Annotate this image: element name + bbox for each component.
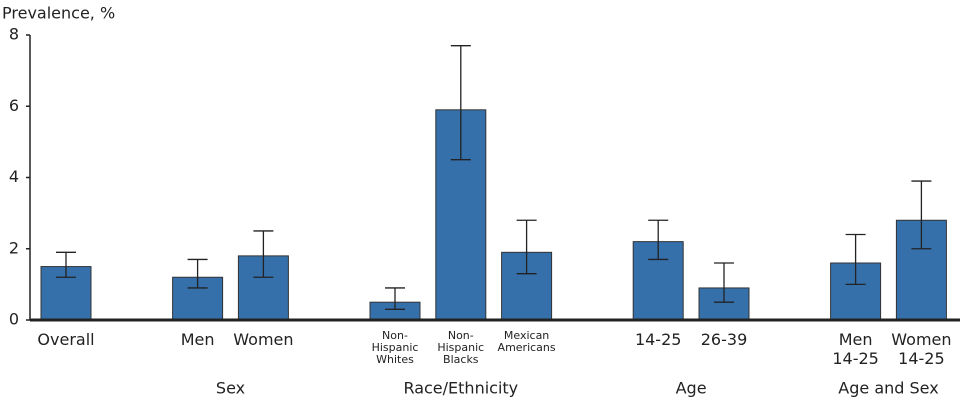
y-tick-label: 8 — [9, 25, 19, 44]
x-tick-label-line: Women — [233, 330, 293, 349]
x-tick-label-line: 14-25 — [898, 349, 945, 368]
x-tick-label-line: 14-25 — [635, 330, 682, 349]
x-tick-label: Men — [181, 330, 215, 349]
x-tick-label-line: Americans — [498, 341, 556, 354]
error-bar — [648, 219, 669, 261]
x-tick-label-line: 26-39 — [701, 330, 748, 349]
y-tick-label: 4 — [9, 167, 19, 186]
error-bar — [253, 230, 274, 278]
x-tick-label-line: 14-25 — [832, 349, 879, 368]
x-tick-label: Women — [233, 330, 293, 349]
x-tick-label: 26-39 — [701, 330, 748, 349]
x-tick-label: Mexican Americans — [498, 329, 556, 354]
x-tick-label-line: Hispanic — [372, 341, 419, 354]
x-tick-label-line: Overall — [37, 330, 94, 349]
x-tick-label-line: Blacks — [443, 353, 479, 366]
group-label: Sex — [216, 379, 245, 398]
error-bar — [450, 45, 471, 161]
group-label: Age — [676, 379, 707, 398]
bar — [435, 109, 487, 321]
x-tick-label: Overall — [37, 330, 94, 349]
group-label: Age and Sex — [838, 379, 938, 398]
error-bar — [187, 258, 208, 289]
x-tick-label: Women 14-25 — [891, 330, 951, 368]
y-tick-label: 2 — [9, 238, 19, 257]
x-tick-label-line: Non- — [382, 329, 408, 342]
error-bar — [714, 262, 734, 303]
error-bar — [56, 251, 76, 278]
x-tick-label: 14-25 — [635, 330, 682, 349]
x-tick-label-line: Non- — [448, 329, 474, 342]
error-bar — [911, 180, 932, 250]
y-axis-label: Prevalence, % — [2, 4, 115, 23]
x-tick-label: Men 14-25 — [832, 330, 879, 368]
x-tick-label-line: Mexican — [504, 329, 549, 342]
x-tick-label-line: Men — [181, 330, 215, 349]
x-tick-label-line: Hispanic — [437, 341, 484, 354]
y-tick-label: 6 — [9, 96, 19, 115]
x-tick-label: Non-Hispanic Whites — [372, 329, 419, 366]
error-bar — [385, 287, 405, 310]
x-tick-label: Non-Hispanic Blacks — [437, 329, 484, 366]
x-tick-label-line: Men — [839, 330, 873, 349]
error-bar — [516, 219, 537, 275]
x-tick-label-line: Whites — [376, 353, 414, 366]
group-label: Race/Ethnicity — [403, 379, 518, 398]
x-tick-label-line: Women — [891, 330, 951, 349]
y-tick-label: 0 — [9, 310, 19, 329]
error-bar — [845, 233, 866, 286]
